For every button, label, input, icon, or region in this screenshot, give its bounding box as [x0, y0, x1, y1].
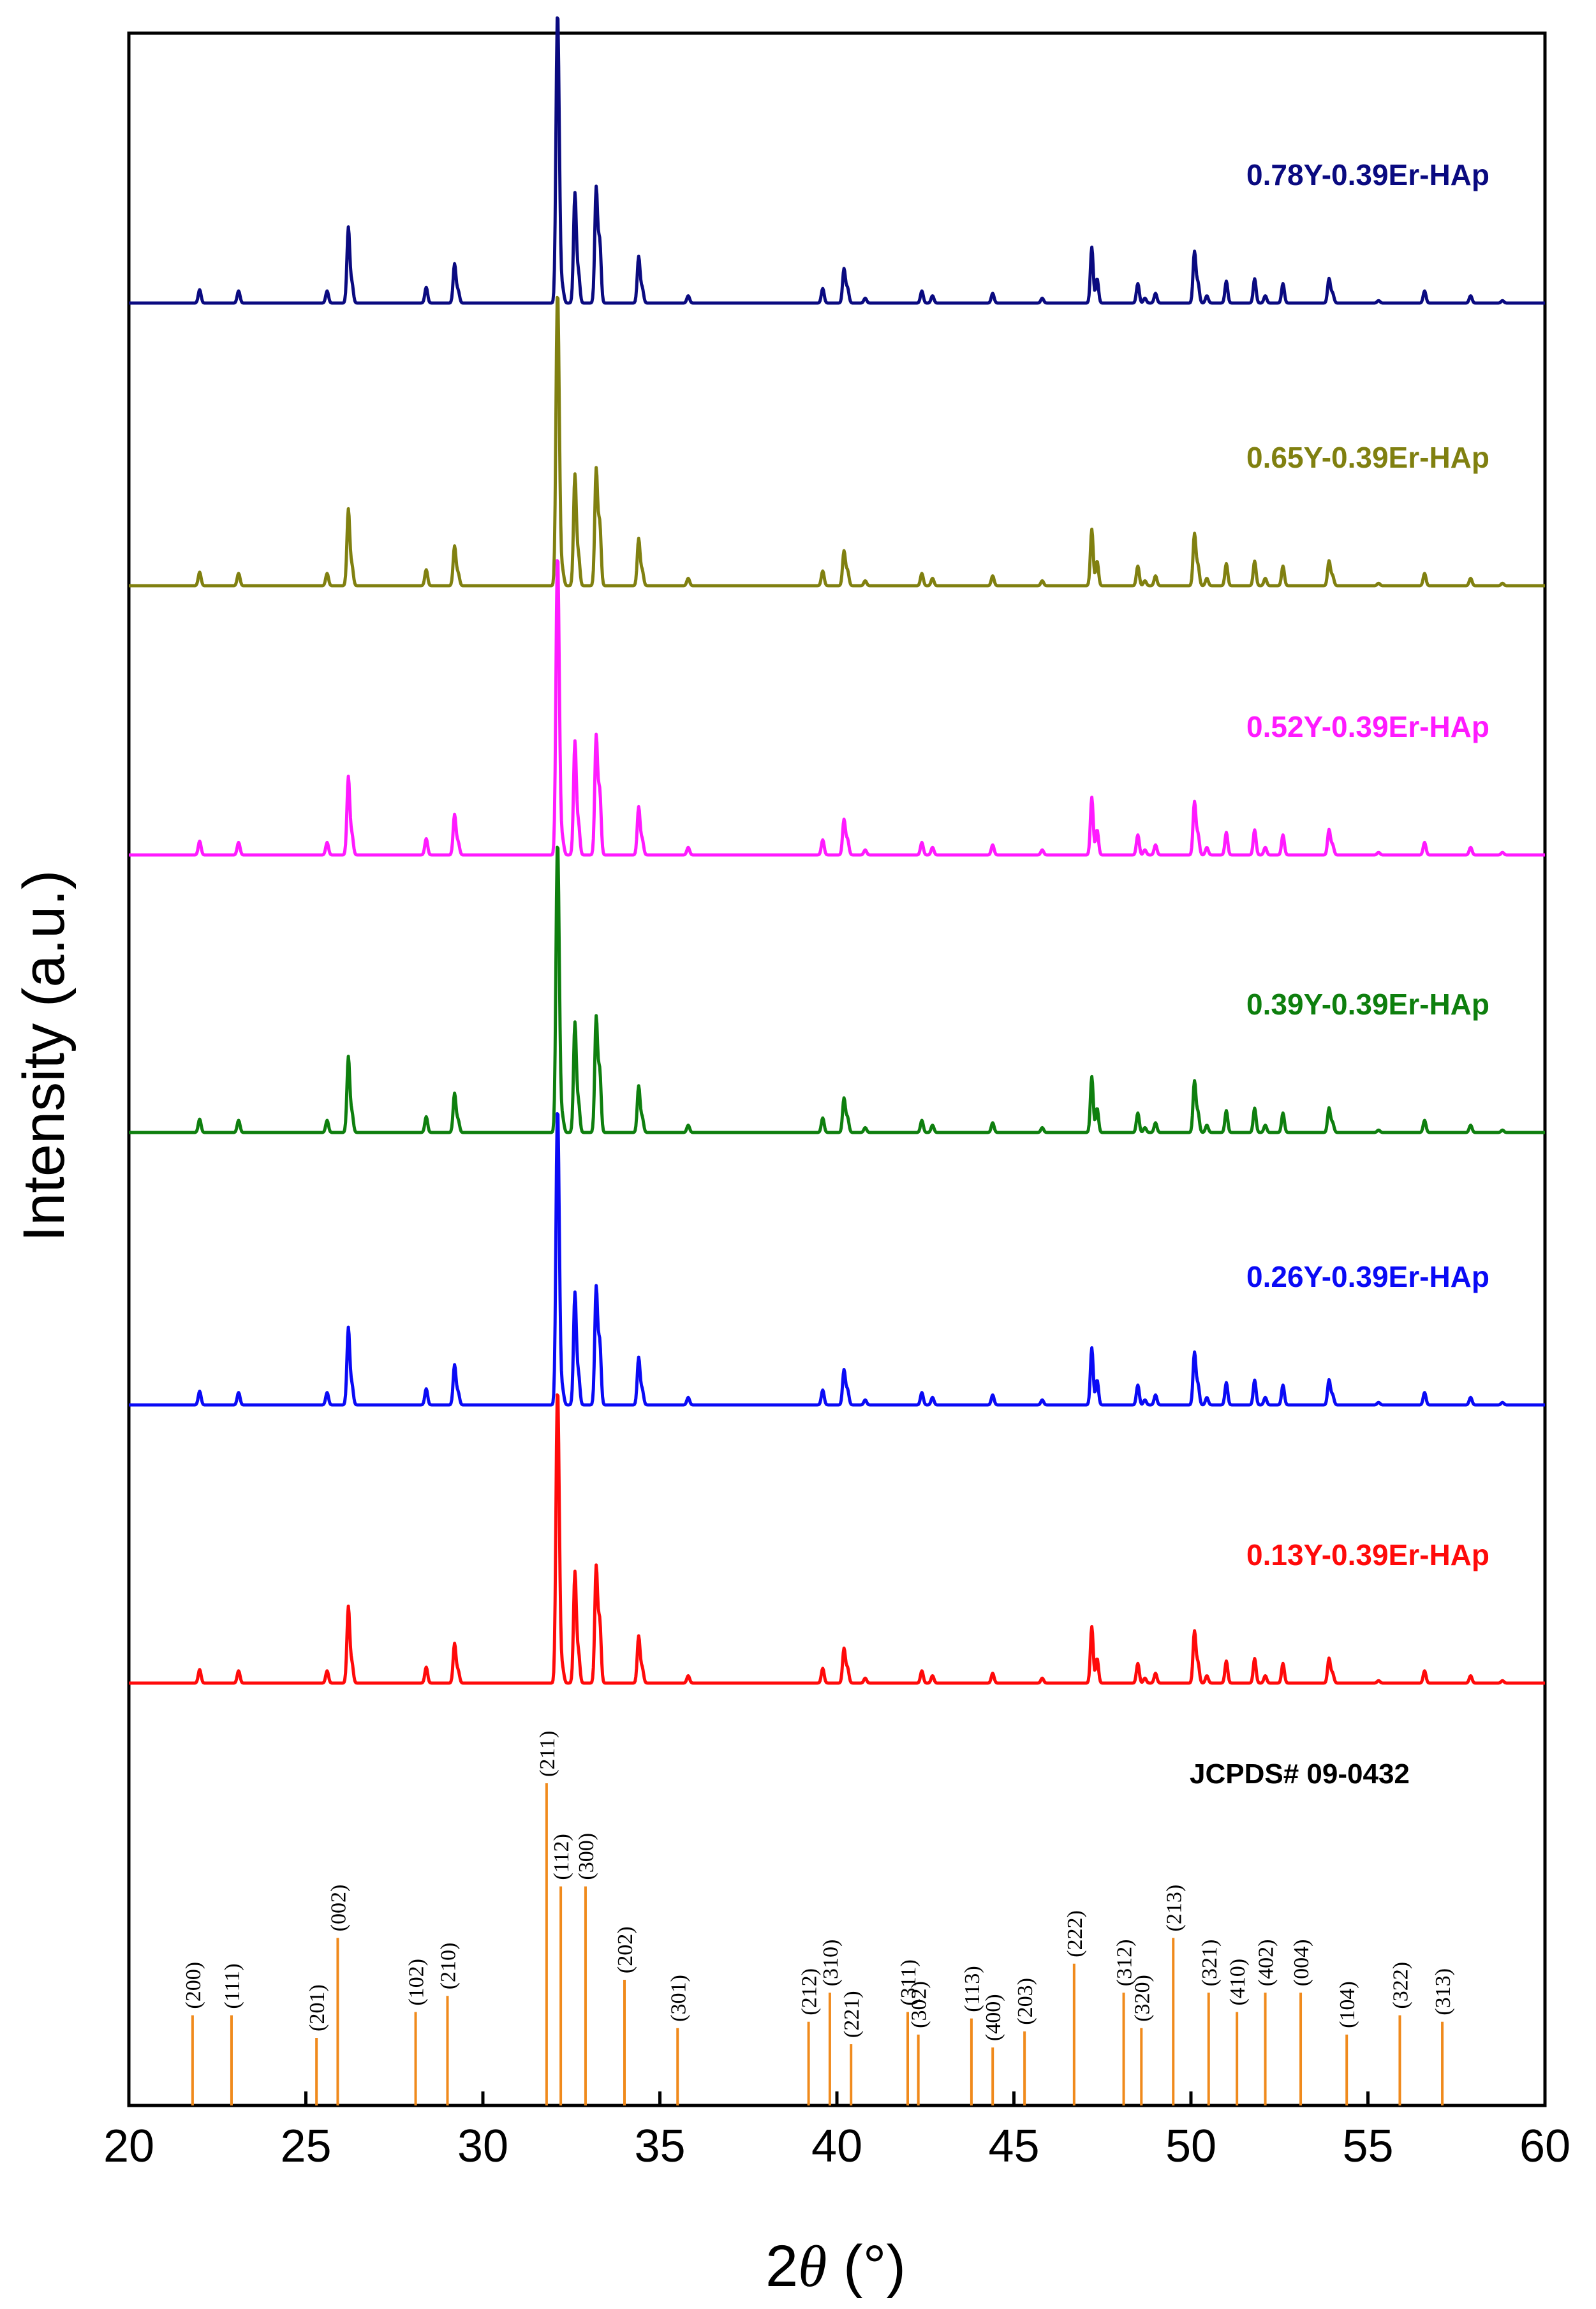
- series-layer: 0.78Y-0.39Er-HAp 0.65Y-0.39Er-HAp 0.52Y-0.…: [128, 16, 1546, 1685]
- reference-title: JCPDS# 09-0432: [1190, 1758, 1410, 1790]
- reference-pattern: (200) (111) (201) (002) (102) (210) (211) (112)…: [182, 1731, 1455, 2105]
- xrd-series-line: [128, 845, 1546, 1134]
- reference-hkl-label: (201): [306, 1984, 329, 2031]
- reference-hkl-label: (300): [575, 1833, 598, 1880]
- series-label: 0.26Y-0.39Er-HAp: [1246, 1260, 1489, 1293]
- reference-hkl-label: (002): [327, 1885, 350, 1932]
- xrd-series-line: [128, 559, 1546, 857]
- series-label: 0.78Y-0.39Er-HAp: [1246, 158, 1489, 191]
- reference-hkl-label: (213): [1162, 1885, 1186, 1932]
- reference-hkl-label: (004): [1290, 1940, 1313, 1987]
- x-axis-label: 2θ (°): [765, 2234, 906, 2299]
- reference-hkl-label: (302): [908, 1981, 931, 2028]
- reference-hkl-label: (212): [798, 1968, 822, 2016]
- x-tick-label: 35: [634, 2121, 685, 2172]
- reference-hkl-label: (113): [961, 1966, 984, 2012]
- series-label: 0.65Y-0.39Er-HAp: [1246, 441, 1489, 474]
- x-tick-label: 40: [811, 2121, 862, 2172]
- reference-hkl-label: (111): [221, 1963, 244, 2008]
- x-tick-label: 45: [988, 2121, 1039, 2172]
- series-label: 0.39Y-0.39Er-HAp: [1246, 988, 1489, 1021]
- reference-hkl-label: (112): [550, 1834, 573, 1880]
- x-tick-label: 25: [280, 2121, 331, 2172]
- reference-hkl-label: (402): [1254, 1940, 1278, 1987]
- y-axis-label: Intensity (a.u.): [11, 870, 77, 1242]
- reference-hkl-label: (321): [1198, 1940, 1222, 1987]
- xrd-series-line: [128, 295, 1546, 588]
- reference-hkl-label: (313): [1431, 1968, 1455, 2016]
- x-tick-label: 30: [457, 2121, 508, 2172]
- reference-hkl-label: (202): [614, 1926, 637, 1973]
- reference-hkl-label: (311): [897, 1959, 920, 2005]
- reference-hkl-label: (200): [182, 1962, 205, 2009]
- reference-hkl-label: (301): [667, 1975, 690, 2022]
- xrd-series-line: [128, 16, 1546, 305]
- reference-hkl-label: (400): [982, 1994, 1005, 2041]
- reference-hkl-label: (221): [840, 1991, 864, 2038]
- x-axis-ticks: 20 25 30 35 40 45 50 55 60: [103, 2091, 1570, 2172]
- x-tick-label: 60: [1519, 2121, 1570, 2172]
- series-label: 0.13Y-0.39Er-HAp: [1246, 1538, 1489, 1571]
- reference-hkl-label: (222): [1063, 1910, 1087, 1957]
- reference-hkl-label: (322): [1389, 1962, 1412, 2009]
- reference-hkl-label: (102): [405, 1959, 429, 2006]
- series-label: 0.52Y-0.39Er-HAp: [1246, 710, 1489, 743]
- reference-hkl-label: (312): [1112, 1940, 1136, 1987]
- plot-frame: [127, 31, 1547, 2107]
- reference-hkl-label: (320): [1130, 1975, 1154, 2022]
- reference-hkl-label: (104): [1336, 1981, 1359, 2028]
- reference-hkl-label: (210): [437, 1943, 461, 1990]
- x-tick-label: 50: [1165, 2121, 1216, 2172]
- x-tick-label: 55: [1342, 2121, 1393, 2172]
- xrd-series-line: [128, 1112, 1546, 1407]
- reference-hkl-label: (203): [1014, 1978, 1037, 2025]
- xrd-series-line: [128, 1393, 1546, 1685]
- reference-hkl-label: (310): [819, 1940, 843, 1987]
- reference-hkl-label: (211): [536, 1731, 559, 1777]
- reference-hkl-label: (410): [1226, 1959, 1250, 2006]
- x-tick-label: 20: [103, 2121, 154, 2172]
